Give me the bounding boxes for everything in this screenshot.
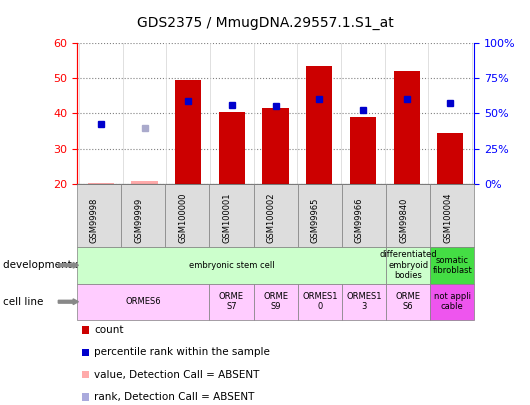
Bar [394, 71, 420, 184]
Bar [219, 112, 245, 184]
Text: ORMES1
3: ORMES1 3 [346, 292, 382, 311]
Text: ORMES6: ORMES6 [125, 297, 161, 306]
Text: GSM99998: GSM99998 [90, 198, 99, 243]
Text: percentile rank within the sample: percentile rank within the sample [94, 347, 270, 357]
Bar [262, 108, 289, 184]
Bar [131, 181, 157, 184]
Bar [306, 66, 332, 184]
Text: development stage: development stage [3, 260, 104, 270]
Text: GSM100002: GSM100002 [267, 192, 276, 243]
Text: not appli
cable: not appli cable [434, 292, 471, 311]
Bar [175, 80, 201, 184]
Text: ORME
S7: ORME S7 [219, 292, 244, 311]
Bar [350, 117, 376, 184]
Bar [437, 133, 463, 184]
Text: ORME
S6: ORME S6 [395, 292, 421, 311]
Text: ORME
S9: ORME S9 [263, 292, 288, 311]
Text: GSM100001: GSM100001 [223, 192, 232, 243]
Text: GSM99999: GSM99999 [134, 198, 143, 243]
Text: cell line: cell line [3, 297, 43, 307]
Text: GSM99840: GSM99840 [399, 198, 408, 243]
Text: GSM99966: GSM99966 [355, 198, 364, 243]
Text: somatic
fibroblast: somatic fibroblast [432, 256, 472, 275]
Text: GDS2375 / MmugDNA.29557.1.S1_at: GDS2375 / MmugDNA.29557.1.S1_at [137, 16, 393, 30]
Text: ORMES1
0: ORMES1 0 [302, 292, 338, 311]
Text: embryonic stem cell: embryonic stem cell [189, 261, 274, 270]
Text: GSM99965: GSM99965 [311, 198, 320, 243]
Text: rank, Detection Call = ABSENT: rank, Detection Call = ABSENT [94, 392, 254, 402]
Text: GSM100000: GSM100000 [178, 192, 187, 243]
Text: GSM100004: GSM100004 [443, 192, 452, 243]
Text: differentiated
embryoid
bodies: differentiated embryoid bodies [379, 250, 437, 280]
Text: count: count [94, 325, 123, 335]
Bar [88, 183, 114, 184]
Text: value, Detection Call = ABSENT: value, Detection Call = ABSENT [94, 370, 260, 379]
